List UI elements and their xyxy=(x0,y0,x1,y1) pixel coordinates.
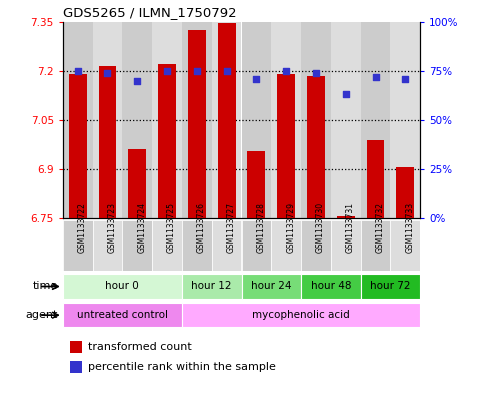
Point xyxy=(193,68,201,74)
Text: time: time xyxy=(33,281,58,292)
Point xyxy=(253,75,260,82)
Bar xyxy=(390,22,420,218)
Bar xyxy=(158,64,176,218)
Text: percentile rank within the sample: percentile rank within the sample xyxy=(88,362,276,372)
Bar xyxy=(93,220,122,271)
Text: hour 12: hour 12 xyxy=(191,281,232,292)
Text: GDS5265 / ILMN_1750792: GDS5265 / ILMN_1750792 xyxy=(63,6,236,19)
Bar xyxy=(390,220,420,271)
Bar xyxy=(361,22,390,218)
Point xyxy=(282,68,290,74)
Bar xyxy=(63,303,182,327)
Bar xyxy=(128,149,146,218)
Bar xyxy=(70,341,83,353)
Bar xyxy=(182,274,242,299)
Text: GSM1133731: GSM1133731 xyxy=(346,202,355,253)
Text: transformed count: transformed count xyxy=(88,342,192,352)
Text: agent: agent xyxy=(26,310,58,320)
Text: hour 24: hour 24 xyxy=(251,281,292,292)
Bar xyxy=(63,220,93,271)
Point xyxy=(104,70,112,76)
Bar xyxy=(337,217,355,218)
Bar xyxy=(212,220,242,271)
Bar xyxy=(361,220,390,271)
Text: GSM1133723: GSM1133723 xyxy=(108,202,116,253)
Bar xyxy=(122,220,152,271)
Bar xyxy=(242,22,271,218)
Bar xyxy=(307,75,325,218)
Bar xyxy=(277,74,295,218)
Bar xyxy=(247,151,265,218)
Point xyxy=(312,70,320,76)
Text: hour 72: hour 72 xyxy=(370,281,411,292)
Bar xyxy=(182,220,212,271)
Text: GSM1133733: GSM1133733 xyxy=(405,202,414,253)
Text: GSM1133729: GSM1133729 xyxy=(286,202,295,253)
Point xyxy=(401,75,409,82)
Bar xyxy=(301,274,361,299)
Text: GSM1133730: GSM1133730 xyxy=(316,202,325,253)
Bar xyxy=(301,220,331,271)
Bar xyxy=(69,74,86,218)
Point xyxy=(74,68,82,74)
Bar xyxy=(63,22,93,218)
Text: untreated control: untreated control xyxy=(77,310,168,320)
Point xyxy=(133,77,141,84)
Bar xyxy=(271,22,301,218)
Point xyxy=(163,68,171,74)
Bar xyxy=(218,23,236,218)
Text: GSM1133728: GSM1133728 xyxy=(256,202,265,253)
Text: GSM1133725: GSM1133725 xyxy=(167,202,176,253)
Bar xyxy=(271,220,301,271)
Bar xyxy=(212,22,242,218)
Text: GSM1133722: GSM1133722 xyxy=(78,202,86,253)
Point xyxy=(342,91,350,97)
Text: GSM1133727: GSM1133727 xyxy=(227,202,236,253)
Bar xyxy=(301,22,331,218)
Text: mycophenolic acid: mycophenolic acid xyxy=(252,310,350,320)
Bar xyxy=(182,22,212,218)
Text: hour 0: hour 0 xyxy=(105,281,139,292)
Bar xyxy=(122,22,152,218)
Text: GSM1133726: GSM1133726 xyxy=(197,202,206,253)
Bar xyxy=(242,220,271,271)
Bar xyxy=(242,274,301,299)
Point xyxy=(223,68,230,74)
Bar xyxy=(331,220,361,271)
Bar xyxy=(331,22,361,218)
Bar xyxy=(63,274,182,299)
Text: GSM1133724: GSM1133724 xyxy=(137,202,146,253)
Bar xyxy=(70,361,83,373)
Bar xyxy=(99,66,116,218)
Bar xyxy=(397,167,414,218)
Text: hour 48: hour 48 xyxy=(311,281,351,292)
Bar xyxy=(188,30,206,218)
Text: GSM1133732: GSM1133732 xyxy=(376,202,384,253)
Point xyxy=(372,73,380,80)
Bar xyxy=(367,140,384,218)
Bar xyxy=(152,220,182,271)
Bar xyxy=(361,274,420,299)
Bar xyxy=(93,22,122,218)
Bar xyxy=(182,303,420,327)
Bar xyxy=(152,22,182,218)
